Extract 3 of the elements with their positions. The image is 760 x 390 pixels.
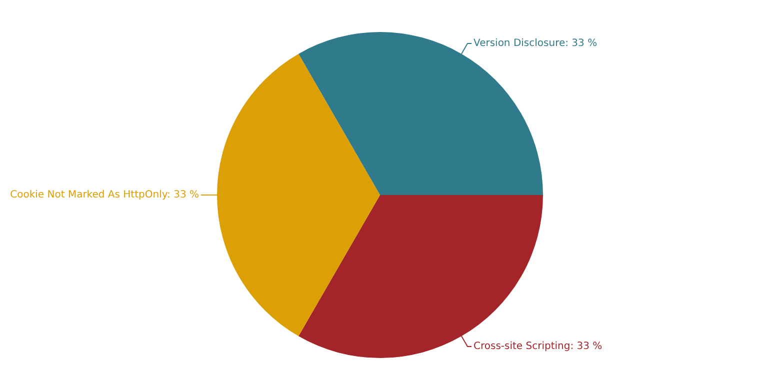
slice-label: Cookie Not Marked As HttpOnly: 33 % bbox=[10, 190, 199, 201]
slice-label: Cross-site Scripting: 33 % bbox=[474, 341, 602, 352]
slice-label: Version Disclosure: 33 % bbox=[474, 38, 598, 50]
